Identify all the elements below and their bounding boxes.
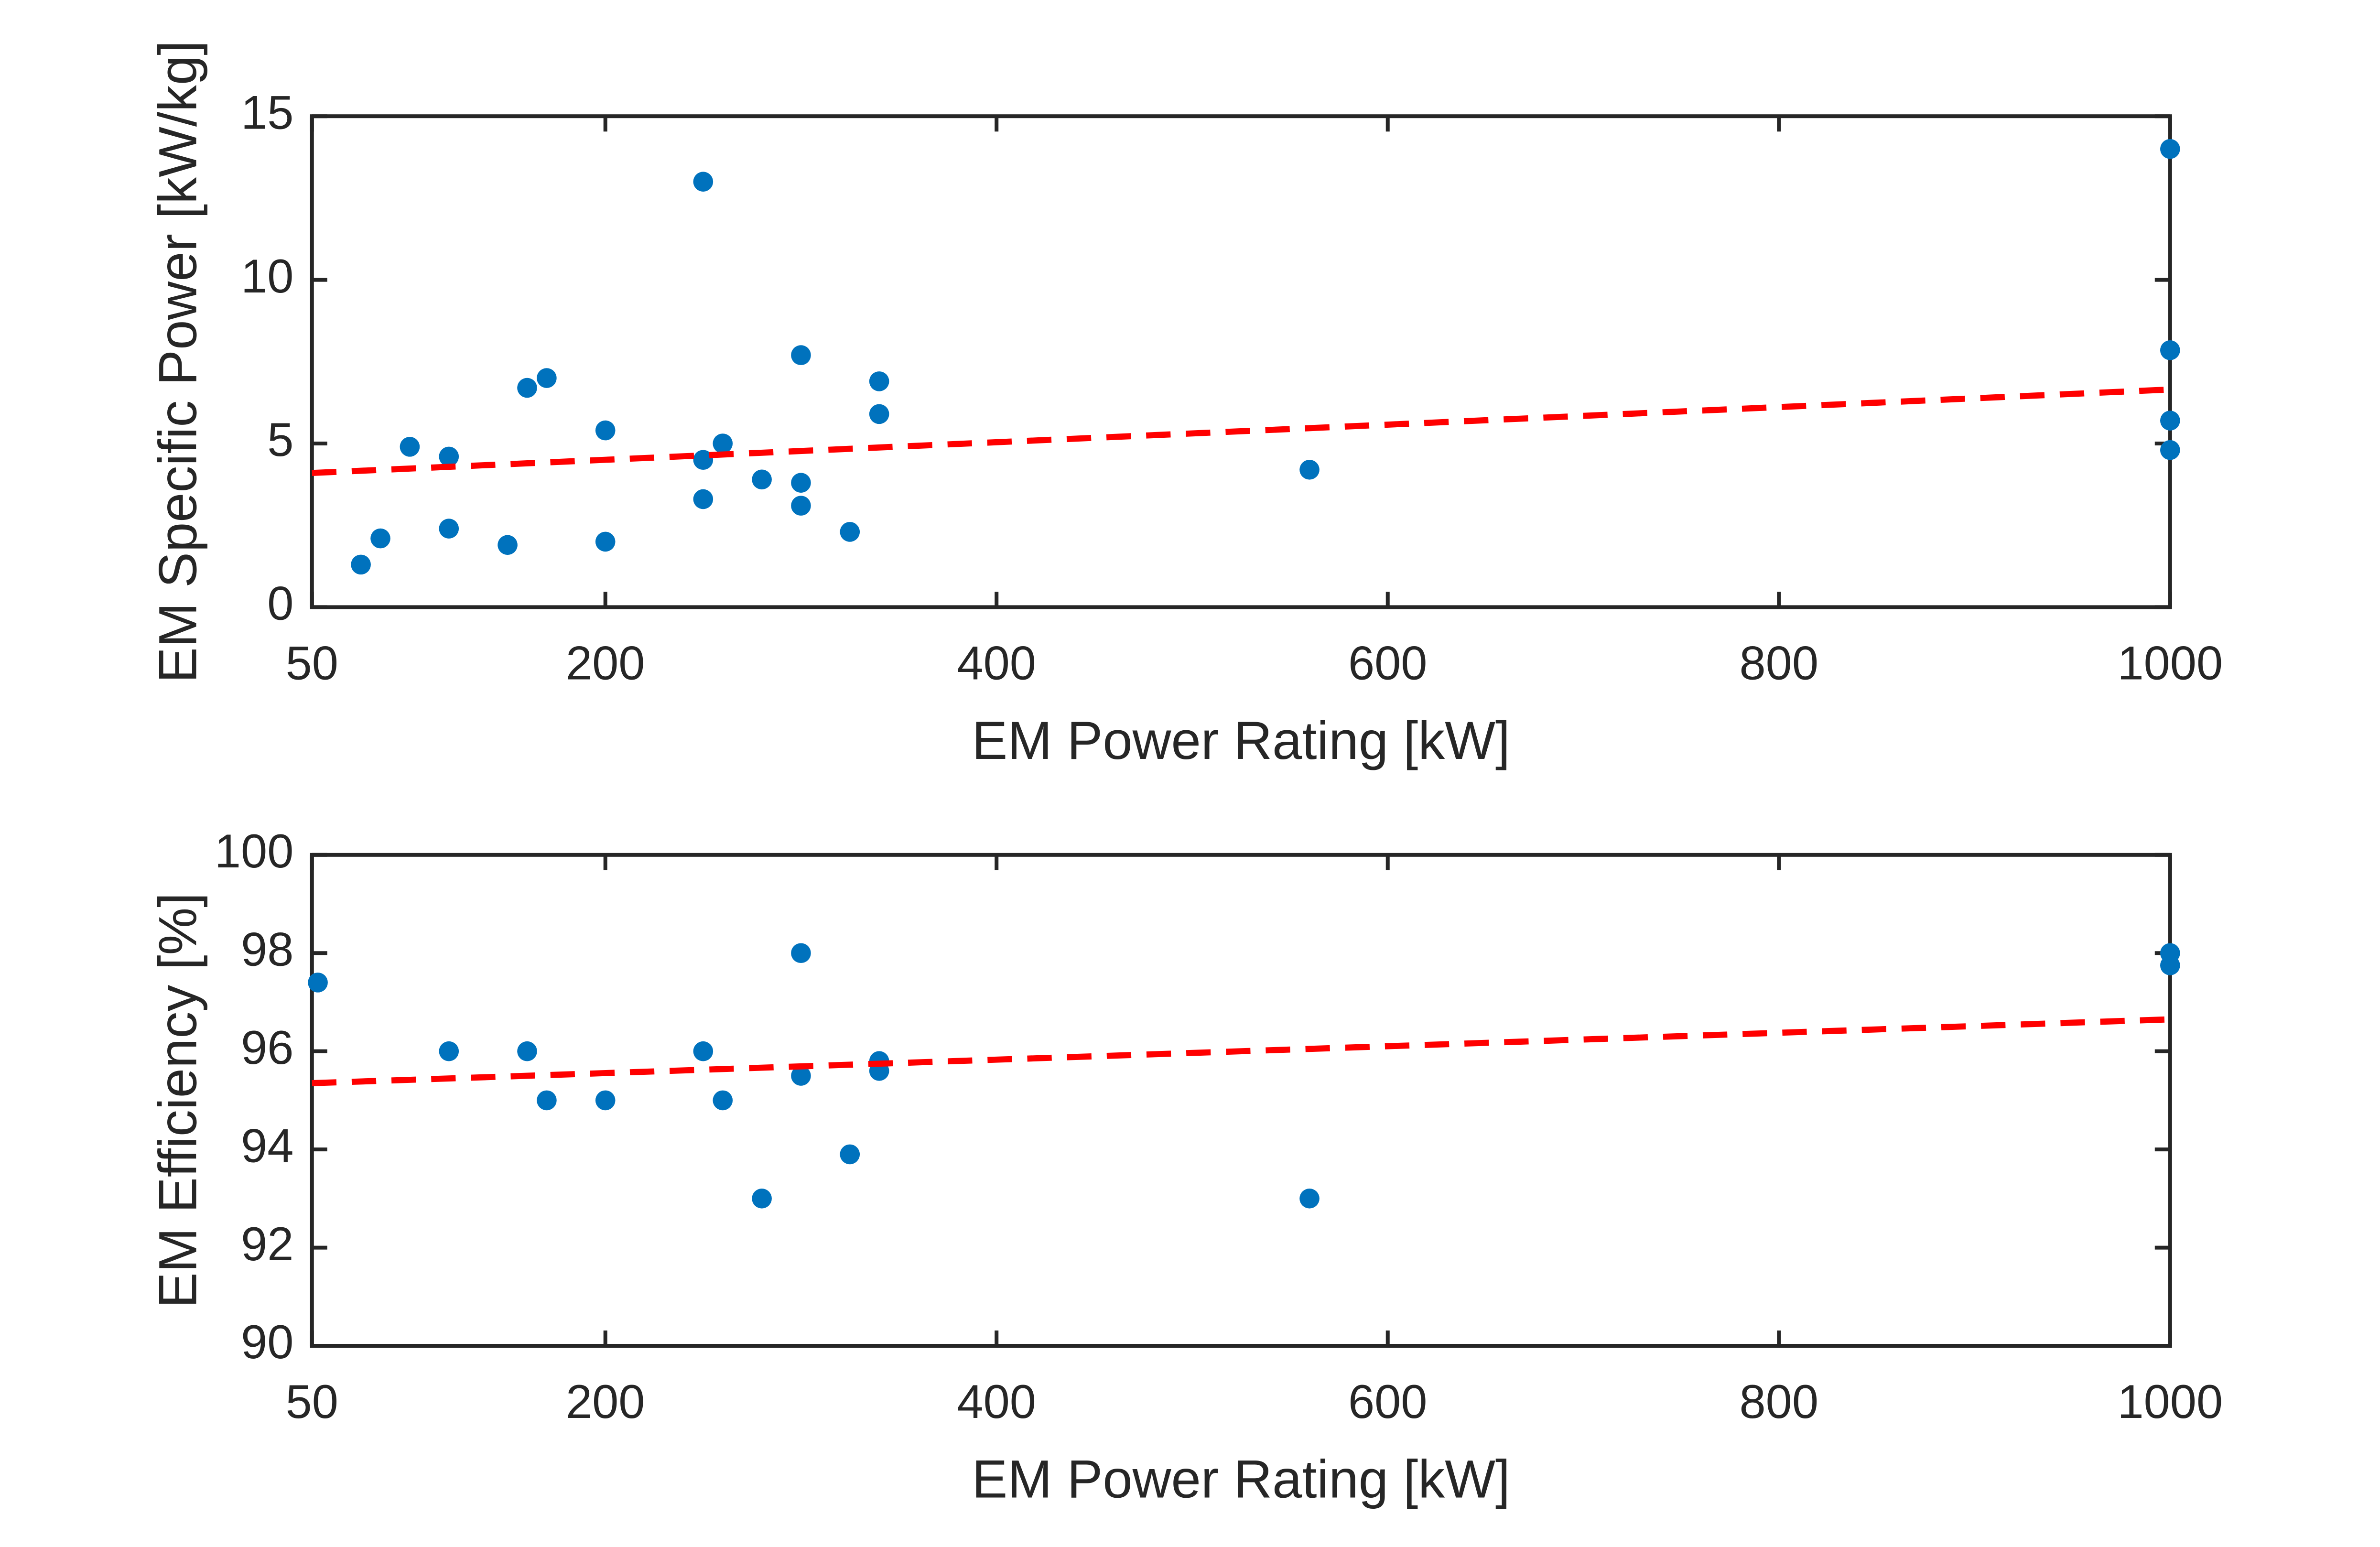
data-point xyxy=(840,522,860,542)
data-point xyxy=(869,371,889,391)
x-tick-label: 800 xyxy=(1740,1375,1819,1428)
data-point xyxy=(595,420,616,441)
y-tick-label: 98 xyxy=(241,923,293,976)
axes: 50 200 400 600 800 1000 90 92 94 96 98 100 EM Power … xyxy=(148,825,2223,1509)
y-tick-label: 92 xyxy=(241,1218,293,1271)
axes: 50 200 400 600 800 1000 0 5 10 15 EM Power Rating … xyxy=(148,41,2223,770)
data-point xyxy=(791,943,811,963)
x-tick-label: 400 xyxy=(957,637,1036,690)
data-point xyxy=(840,1144,860,1165)
axes-frame xyxy=(310,114,2172,609)
x-tick-label: 1000 xyxy=(2117,637,2223,690)
data-point xyxy=(713,433,733,454)
data-point xyxy=(439,446,459,467)
x-tick-label: 200 xyxy=(566,637,645,690)
data-point xyxy=(791,345,811,365)
data-point xyxy=(693,489,714,509)
data-point xyxy=(752,469,772,490)
data-point xyxy=(2160,411,2180,431)
x-tick-label: 800 xyxy=(1740,637,1819,690)
y-axis-label: EM Efficiency [%] xyxy=(148,893,207,1308)
y-tick-label: 10 xyxy=(241,250,293,303)
data-point xyxy=(1299,1189,1320,1209)
y-tick-label: 100 xyxy=(215,825,294,878)
data-point xyxy=(869,404,889,424)
data-point xyxy=(537,368,557,388)
data-point xyxy=(400,437,420,457)
data-point xyxy=(2160,340,2180,360)
data-point xyxy=(517,1041,537,1061)
y-tick-label: 90 xyxy=(241,1316,293,1369)
data-point xyxy=(498,535,518,555)
x-tick-label: 600 xyxy=(1348,637,1428,690)
data-point xyxy=(517,378,537,398)
data-point xyxy=(595,1090,616,1111)
x-tick-label: 600 xyxy=(1348,1375,1428,1428)
x-axis-label: EM Power Rating [kW] xyxy=(972,1450,1511,1509)
x-tick-label: 400 xyxy=(957,1375,1036,1428)
data-point xyxy=(713,1090,733,1111)
data-point xyxy=(693,1041,714,1061)
x-tick-label: 200 xyxy=(566,1375,645,1428)
data-point xyxy=(2160,440,2180,460)
data-point xyxy=(791,473,811,493)
trend-line xyxy=(312,1016,2171,1086)
data-point xyxy=(351,554,371,575)
data-point xyxy=(537,1090,557,1111)
data-point xyxy=(1299,459,1320,480)
data-point xyxy=(791,1066,811,1086)
y-tick-label: 94 xyxy=(241,1119,293,1172)
data-point xyxy=(752,1189,772,1209)
data-point xyxy=(2160,955,2180,975)
data-point xyxy=(2160,139,2180,159)
y-tick-label: 5 xyxy=(267,413,293,466)
data-point xyxy=(308,973,328,993)
data-point xyxy=(439,519,459,539)
y-axis-label: EM Specific Power [kW/kg] xyxy=(148,41,207,683)
data-point xyxy=(693,172,714,192)
x-axis-label: EM Power Rating [kW] xyxy=(972,711,1511,770)
trend-line xyxy=(312,386,2171,476)
data-point xyxy=(439,1041,459,1061)
y-tick-label: 15 xyxy=(241,86,293,139)
data-point xyxy=(791,496,811,516)
x-tick-label: 1000 xyxy=(2117,1375,2223,1428)
data-point xyxy=(370,528,390,549)
data-point xyxy=(693,450,714,470)
x-tick-label: 50 xyxy=(286,1375,338,1428)
y-tick-label: 0 xyxy=(267,577,293,630)
y-tick-label: 96 xyxy=(241,1021,293,1074)
x-tick-label: 50 xyxy=(286,637,338,690)
data-point xyxy=(595,531,616,552)
axes-frame xyxy=(310,853,2172,1348)
